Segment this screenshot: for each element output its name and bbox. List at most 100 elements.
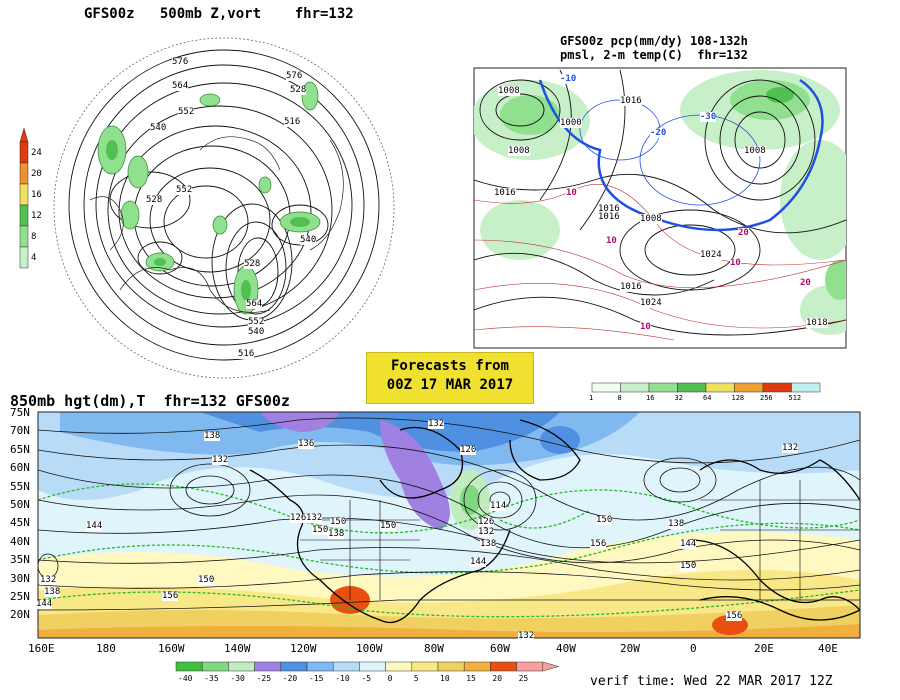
contour-label-850mb: 138 (668, 519, 685, 529)
contour-label-850mb: 132 (212, 455, 229, 465)
precip-label: 20 (800, 278, 811, 288)
colorbar-precip-tick: 512 (788, 394, 802, 402)
contour-label-850mb: 132 (518, 631, 535, 641)
colorbar-precip-tick: 8 (617, 394, 622, 402)
colorbar-850mb-swatch (306, 661, 334, 672)
colorbar-precip-tick: 128 (731, 394, 745, 402)
lat-tick: 50N (10, 498, 30, 511)
precip-label: 1016 (598, 204, 620, 214)
colorbar-850mb-swatch (385, 661, 413, 672)
lat-tick: 35N (10, 553, 30, 567)
colorbar-850mb (175, 661, 560, 672)
contour-label-500mb: 516 (284, 117, 301, 127)
colorbar-precip-swatch (791, 382, 821, 393)
contour-label-500mb: 516 (238, 349, 255, 359)
lon-tick: 80W (424, 642, 444, 655)
precip-label: 10 (730, 258, 741, 268)
contour-label-850mb: 120 (460, 445, 477, 455)
contour-label-850mb: 150 (680, 561, 697, 571)
contour-label-850mb: 156 (162, 591, 179, 601)
colorbar-500mb-swatch (19, 204, 29, 227)
contour-label-850mb: 144 (470, 557, 487, 567)
lat-tick: 70N (10, 424, 30, 438)
lon-tick: 160W (158, 642, 185, 655)
colorbar-850mb-swatch (228, 661, 255, 672)
precip-label: 1016 (494, 188, 516, 198)
lon-tick: 60W (490, 642, 510, 655)
lon-tick: 40W (556, 642, 576, 655)
colorbar-850mb-tick: -40 (178, 674, 193, 683)
contour-label-500mb: 576 (172, 57, 189, 67)
colorbar-850mb-tick: -35 (204, 674, 219, 683)
precip-label: 1016 (620, 282, 642, 292)
contour-label-500mb: 576 (286, 71, 303, 81)
contour-label-500mb: 564 (172, 81, 189, 91)
precip-label: 10 (566, 188, 577, 198)
contour-label-850mb: 144 (680, 539, 697, 549)
contour-label-850mb: 138 (204, 431, 221, 441)
lon-tick: 140W (224, 642, 251, 655)
precip-label: 1000 (560, 118, 582, 128)
verif-time: verif time: Wed 22 MAR 2017 12Z (590, 674, 833, 689)
lon-tick: 180 (96, 642, 116, 655)
lon-tick: 100W (356, 642, 383, 655)
title-500mb: GFS00z 500mb Z,vort fhr=132 (84, 6, 354, 22)
colorbar-850mb-swatch (411, 661, 439, 672)
contour-label-500mb: 528 (146, 195, 163, 205)
precip-label: 1008 (508, 146, 530, 156)
colorbar-850mb-tick: 25 (518, 674, 529, 683)
precip-label: -30 (700, 112, 717, 122)
contour-label-850mb: 138 (480, 539, 497, 549)
contour-label-500mb: 552 (176, 185, 193, 195)
colorbar-850mb-tick: -5 (361, 674, 372, 683)
colorbar-850mb-tick: 5 (413, 674, 419, 683)
colorbar-precip (591, 382, 821, 393)
colorbar-precip-swatch (648, 382, 678, 393)
contour-label-850mb: 126 (290, 513, 307, 523)
precip-label: -20 (650, 128, 667, 138)
colorbar-precip-swatch (705, 382, 735, 393)
colorbar-850mb-tick: 10 (440, 674, 450, 683)
contour-label-850mb: 150 (380, 521, 397, 531)
colorbar-850mb-tick: -20 (282, 674, 298, 683)
colorbar-500mb-tick: 16 (31, 190, 42, 200)
lat-tick: 75N (10, 406, 30, 419)
colorbar-850mb-swatch (359, 661, 386, 672)
precip-label: 1024 (640, 298, 662, 308)
precip-map (473, 67, 847, 349)
contour-label-850mb: 150 (596, 515, 613, 525)
colorbar-850mb-tick: -25 (256, 674, 272, 683)
lat-tick: 45N (10, 516, 30, 530)
title-precip-line2: pmsl, 2-m temp(C) fhr=132 (560, 48, 748, 62)
lat-tick: 25N (10, 590, 30, 603)
title-precip-line1: GFS00z pcp(mm/dy) 108-132h (560, 34, 748, 48)
colorbar-850mb-swatch (175, 661, 203, 672)
forecast-box: Forecasts from 00Z 17 MAR 2017 (366, 352, 534, 404)
precip-label: -10 (560, 74, 577, 84)
lon-tick: 160E (28, 642, 55, 655)
map-850mb (37, 411, 861, 639)
contour-label-850mb: 138 (44, 587, 61, 597)
colorbar-850mb-swatch (463, 661, 491, 672)
colorbar-850mb-swatch (280, 661, 308, 672)
lat-tick: 30N (10, 571, 30, 585)
contour-label-850mb: 132 (428, 419, 445, 429)
colorbar-850mb-tick: -15 (309, 674, 324, 683)
colorbar-500mb-tick: 12 (31, 211, 42, 221)
precip-label: 1008 (744, 146, 766, 156)
colorbar-500mb-swatch (19, 183, 29, 206)
lat-tick: 60N (10, 461, 30, 475)
precip-label: 20 (738, 228, 749, 238)
contour-label-500mb: 540 (248, 327, 265, 337)
colorbar-500mb-arrow (19, 127, 29, 143)
colorbar-500mb-swatch (19, 141, 29, 164)
colorbar-850mb-swatch (201, 661, 229, 672)
contour-label-850mb: 132 (306, 513, 323, 523)
precip-label: 1016 (598, 212, 620, 222)
colorbar-500mb-tick: 24 (31, 148, 42, 158)
colorbar-500mb (19, 127, 29, 269)
precip-label: 10 (606, 236, 617, 246)
contour-label-850mb: 144 (86, 521, 103, 531)
contour-label-850mb: 156 (590, 539, 607, 549)
